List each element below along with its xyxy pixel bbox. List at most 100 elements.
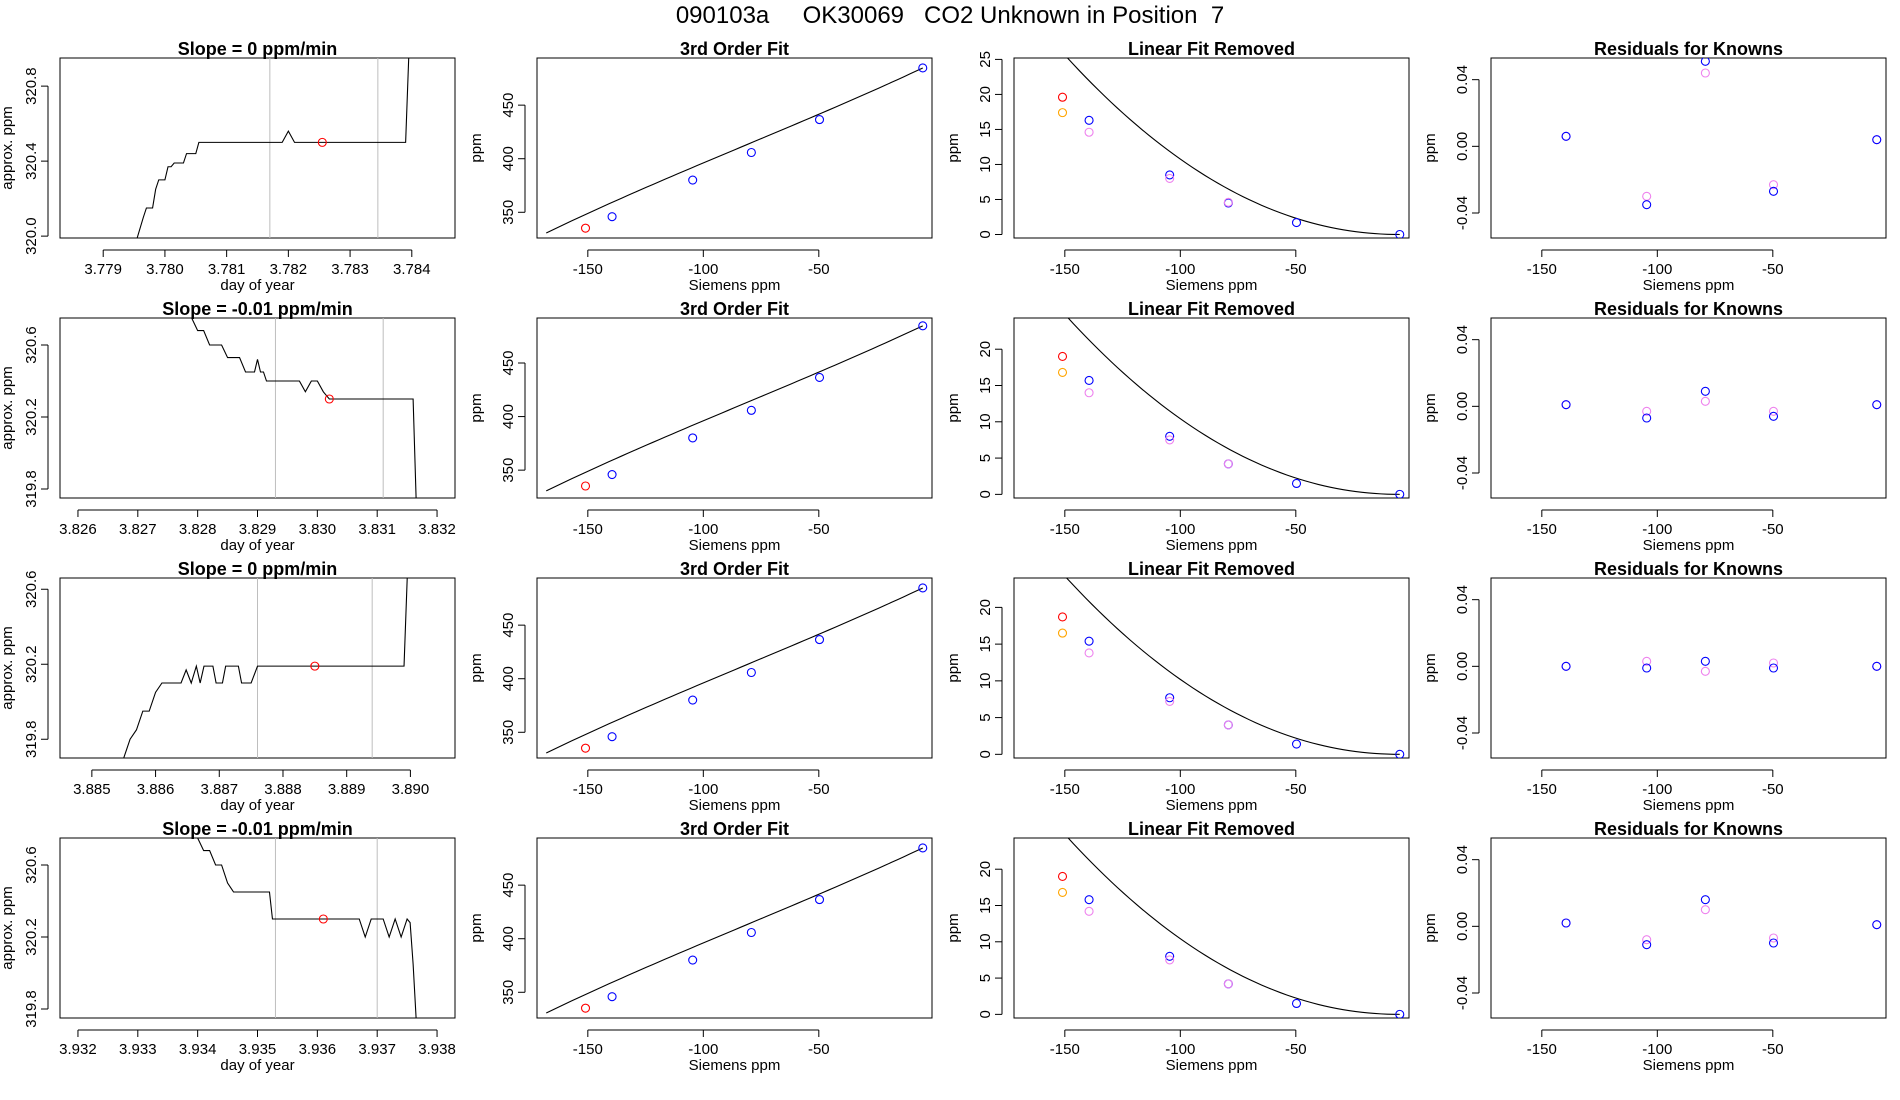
- plot-area: [546, 843, 928, 1014]
- x-axis-label: Siemens ppm: [1643, 797, 1735, 814]
- plot-frame: [536, 577, 933, 759]
- plot-frame: [536, 57, 933, 239]
- panel-title: Slope = -0.01 ppm/min: [162, 819, 353, 839]
- panel-r3-c1: Slope = 0 ppm/min 3.885 3.886 3.887 3.888 3.8…: [0, 559, 456, 814]
- y-tick-label: 0: [977, 230, 994, 238]
- data-point: [1768, 933, 1779, 943]
- y-axis-label: ppm: [468, 653, 485, 682]
- plot-area: [1057, 838, 1405, 1018]
- x-tick-label: -100: [1165, 521, 1195, 538]
- data-point: [1700, 396, 1710, 406]
- x-axis-label: day of year: [220, 537, 294, 554]
- data-point: [1084, 127, 1094, 137]
- x-tick-label: 3.936: [299, 1041, 337, 1058]
- x-tick-label: 3.885: [73, 781, 111, 798]
- fit-curve: [1065, 578, 1400, 755]
- y-tick-label: -0.04: [1454, 456, 1471, 490]
- x-axis-label: Siemens ppm: [1643, 277, 1735, 294]
- y-tick-label: 10: [977, 413, 994, 430]
- y-axis-label: ppm: [1422, 133, 1439, 162]
- y-axis-label: ppm: [945, 653, 962, 682]
- y-tick-label: 20: [977, 341, 994, 358]
- plot-frame: [1490, 317, 1887, 499]
- data-point: [318, 914, 328, 924]
- x-axis-label: Siemens ppm: [1166, 277, 1258, 294]
- data-point: [1165, 955, 1175, 965]
- y-axis-label: ppm: [468, 393, 485, 422]
- data-point: [607, 469, 617, 480]
- plot-frame: [1013, 577, 1410, 759]
- data-point: [1395, 489, 1405, 498]
- x-tick-label: -100: [1642, 781, 1672, 798]
- panel-title: Residuals for Knowns: [1594, 559, 1783, 579]
- data-point: [310, 661, 320, 671]
- data-point: [1700, 656, 1710, 666]
- panel-title: 3rd Order Fit: [680, 819, 789, 839]
- data-point: [688, 955, 698, 965]
- data-point: [1057, 108, 1068, 118]
- data-point: [688, 175, 698, 185]
- data-point: [1165, 693, 1175, 703]
- x-tick-label: -50: [808, 261, 830, 278]
- y-tick-label: 320.6: [23, 570, 40, 608]
- y-tick-label: 20: [977, 861, 994, 878]
- plot-frame: [1013, 837, 1410, 1019]
- x-tick-label: -100: [1642, 1041, 1672, 1058]
- fit-curve: [546, 325, 923, 492]
- x-tick-label: -150: [1050, 521, 1080, 538]
- data-point: [1057, 871, 1068, 882]
- panel-r1-c1: Slope = 0 ppm/min 3.779 3.780 3.781 3.782 3.7…: [0, 39, 456, 294]
- x-tick-label: 3.782: [270, 261, 308, 278]
- x-tick-label: -50: [1762, 261, 1784, 278]
- panel-title: Residuals for Knowns: [1594, 819, 1783, 839]
- data-point: [1561, 661, 1571, 671]
- y-axis-label: ppm: [1422, 653, 1439, 682]
- panel-r3-c4: Residuals for Knowns -150 -100 -50 Siemens p…: [1422, 559, 1887, 814]
- plot-area: [1561, 895, 1882, 950]
- trace-line: [117, 578, 408, 758]
- data-point: [688, 433, 698, 443]
- data-point: [1084, 648, 1094, 658]
- data-point: [918, 583, 928, 593]
- data-point: [1057, 92, 1068, 102]
- y-tick-label: 319.8: [23, 720, 40, 758]
- y-tick-label: 320.2: [23, 398, 40, 436]
- fit-curve: [1067, 838, 1400, 1015]
- y-tick-label: 15: [977, 377, 994, 394]
- y-tick-label: 450: [500, 873, 517, 898]
- y-tick-label: 350: [500, 720, 517, 745]
- data-point: [1165, 431, 1175, 441]
- x-axis-label: Siemens ppm: [689, 277, 781, 294]
- data-point: [580, 743, 591, 753]
- x-tick-label: -100: [688, 781, 718, 798]
- data-point: [1768, 411, 1779, 421]
- data-point: [1642, 663, 1652, 673]
- data-point: [1768, 663, 1779, 673]
- panel-r3-c2: 3rd Order Fit -150 -100 -50 Siemens ppm 350 40…: [468, 559, 933, 814]
- panel-title: 3rd Order Fit: [680, 559, 789, 579]
- fit-curve: [546, 587, 923, 754]
- y-axis-label: ppm: [945, 393, 962, 422]
- data-point: [1057, 887, 1068, 897]
- data-point: [1642, 200, 1652, 210]
- panel-title: Slope = -0.01 ppm/min: [162, 299, 353, 319]
- x-axis-label: Siemens ppm: [1166, 797, 1258, 814]
- x-tick-label: 3.890: [392, 781, 430, 798]
- y-tick-label: 400: [500, 146, 517, 171]
- panel-r2-c1: Slope = -0.01 ppm/min 3.826 3.827 3.828 3.82…: [0, 299, 456, 554]
- panel-r2-c4: Residuals for Knowns -150 -100 -50 Siemens p…: [1422, 299, 1887, 554]
- y-tick-label: 0.04: [1454, 585, 1471, 614]
- x-tick-label: -50: [1285, 1041, 1307, 1058]
- data-point: [317, 137, 327, 147]
- x-tick-label: 3.831: [358, 521, 396, 538]
- y-tick-label: 320.2: [23, 918, 40, 956]
- y-tick-label: 15: [977, 897, 994, 914]
- y-tick-label: 0.04: [1454, 845, 1471, 874]
- x-tick-label: 3.781: [208, 261, 246, 278]
- y-tick-label: 320.2: [23, 645, 40, 683]
- trace-line: [197, 838, 417, 1018]
- fit-curve: [1067, 318, 1400, 495]
- y-axis-label: approx. ppm: [0, 626, 16, 709]
- data-point: [1395, 229, 1405, 238]
- plot-area: [1057, 318, 1405, 498]
